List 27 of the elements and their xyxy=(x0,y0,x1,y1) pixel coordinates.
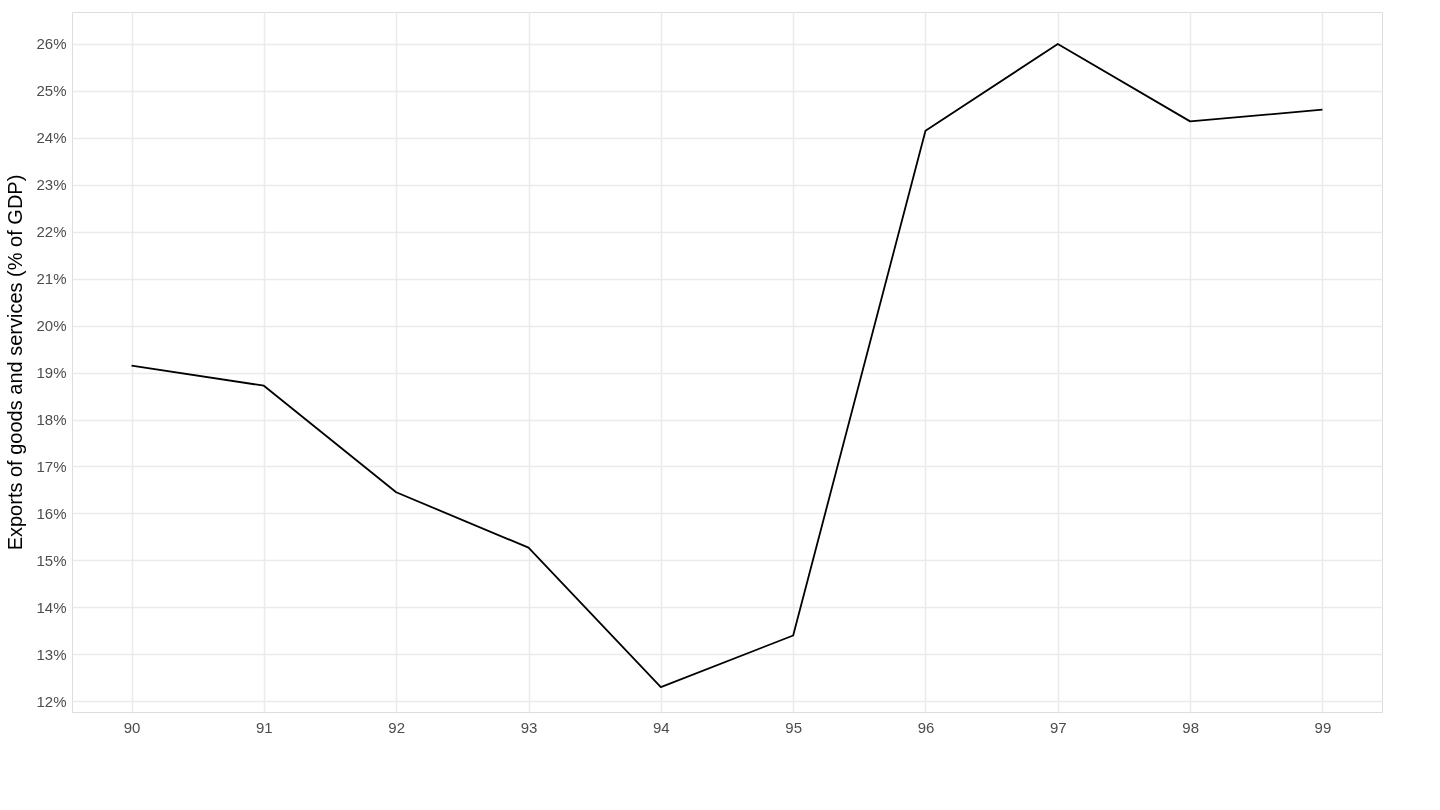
y-tick-label: 19% xyxy=(36,364,67,382)
x-tick-label: 99 xyxy=(1314,718,1332,736)
line-series xyxy=(130,43,1324,689)
y-tick-label: 21% xyxy=(36,270,67,288)
y-tick-label: 12% xyxy=(36,692,67,710)
y-tick-label: 18% xyxy=(36,411,67,429)
x-tick-label: 93 xyxy=(520,718,538,736)
y-tick-label: 13% xyxy=(36,645,67,663)
x-tick-label: 91 xyxy=(256,718,273,736)
y-tick-label: 17% xyxy=(36,457,67,475)
x-tick-label: 92 xyxy=(388,718,406,736)
x-tick-label: 96 xyxy=(917,718,935,736)
y-tick-label: 14% xyxy=(36,598,67,616)
y-tick-label: 24% xyxy=(36,129,67,147)
y-tick-label: 25% xyxy=(36,82,67,100)
y-tick-label: 23% xyxy=(36,176,67,194)
y-tick-label: 15% xyxy=(36,551,67,569)
x-tick-label: 97 xyxy=(1049,718,1067,736)
x-tick-label: 90 xyxy=(123,718,141,736)
x-tick-label: 95 xyxy=(785,718,803,736)
x-tick-label: 98 xyxy=(1182,718,1199,736)
y-tick-label: 26% xyxy=(36,35,67,53)
y-tick-label: 20% xyxy=(36,317,67,335)
x-tick-label: 94 xyxy=(652,718,670,736)
y-axis-title: Exports of goods and services (% of GDP) xyxy=(4,174,27,551)
y-tick-label: 22% xyxy=(36,223,67,241)
y-tick-label: 16% xyxy=(36,504,67,522)
